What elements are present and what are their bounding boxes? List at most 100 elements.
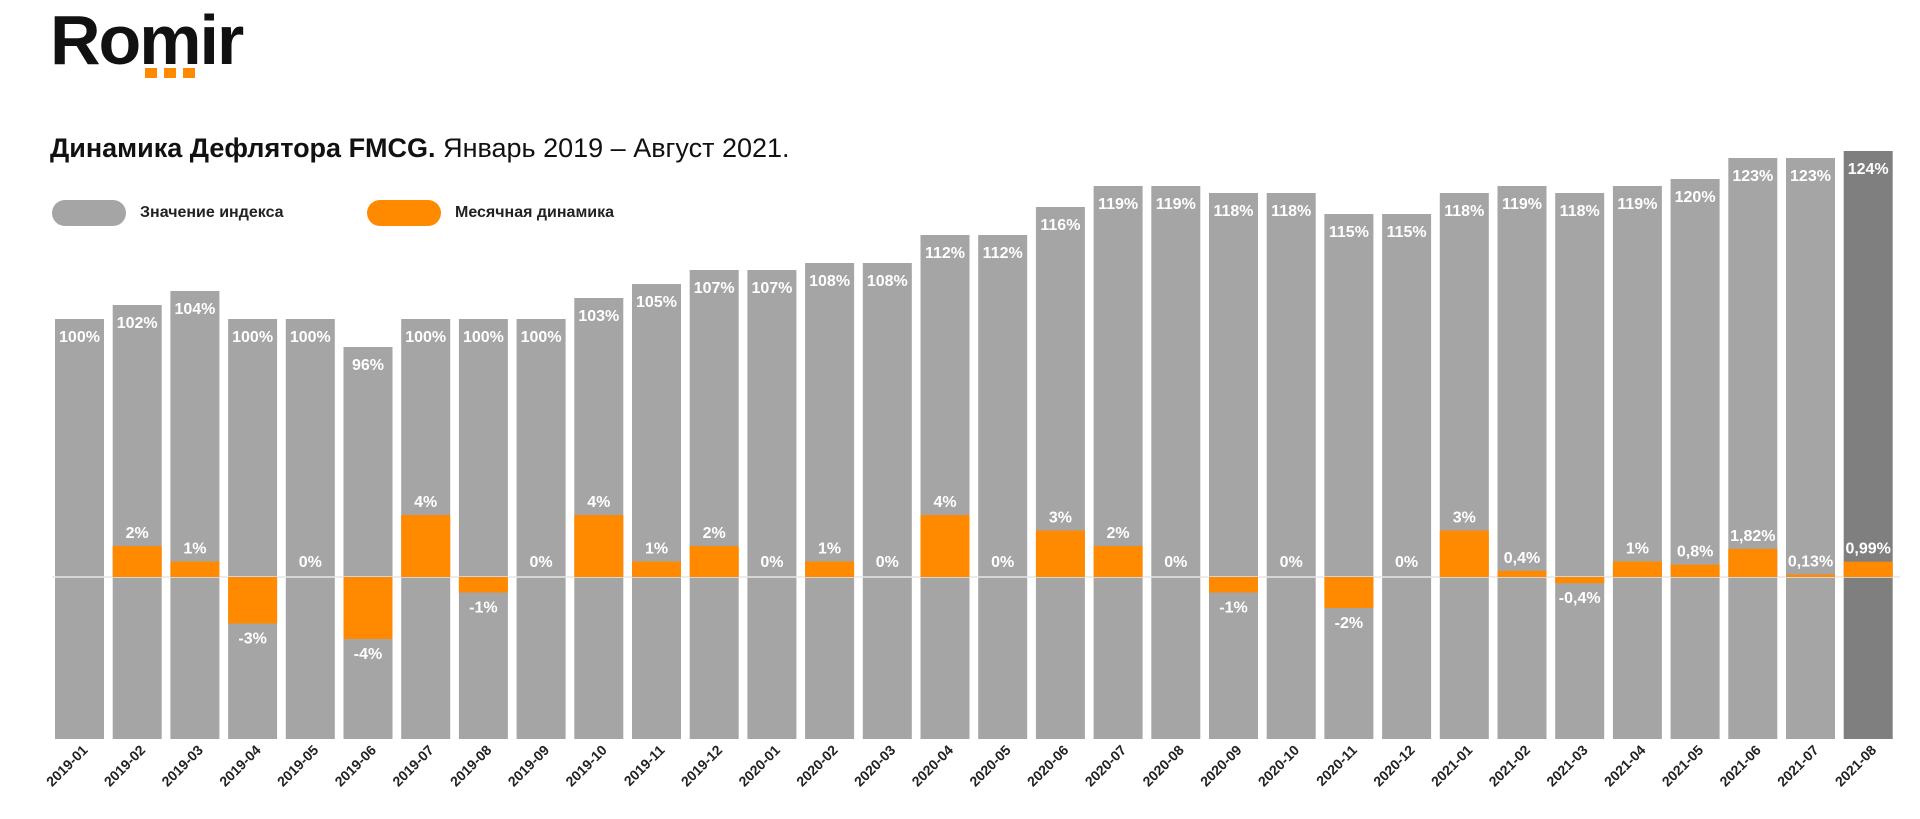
index-value-label: 100% bbox=[521, 329, 562, 346]
index-value-label: 118% bbox=[1213, 203, 1253, 220]
logo-dot bbox=[183, 68, 195, 78]
index-value-label: 115% bbox=[1329, 224, 1369, 241]
index-value-label: 105% bbox=[636, 294, 677, 311]
index-value-label: 96% bbox=[352, 357, 384, 374]
x-tick-label: 2019-02 bbox=[101, 742, 149, 790]
index-value-label: 118% bbox=[1271, 203, 1311, 220]
index-bar bbox=[228, 319, 278, 739]
index-bar bbox=[458, 319, 508, 739]
index-bar bbox=[1786, 158, 1835, 739]
change-bar bbox=[343, 577, 393, 639]
index-bar bbox=[516, 319, 566, 739]
change-value-label: -1% bbox=[469, 600, 497, 617]
change-value-label: 1% bbox=[1626, 541, 1649, 558]
change-bar bbox=[1324, 577, 1374, 608]
x-tick-label: 2019-04 bbox=[216, 742, 264, 790]
index-value-label: 112% bbox=[983, 245, 1023, 262]
index-bars bbox=[55, 151, 1893, 739]
index-bar bbox=[1843, 151, 1893, 739]
change-bar bbox=[920, 515, 970, 577]
change-value-label: 1% bbox=[183, 541, 206, 558]
x-tick-label: 2020-04 bbox=[908, 742, 956, 790]
index-value-label: 124% bbox=[1848, 161, 1889, 178]
index-value-label: 104% bbox=[174, 301, 215, 318]
index-bar bbox=[55, 319, 104, 739]
change-value-label: -2% bbox=[1335, 615, 1363, 632]
index-bar bbox=[920, 235, 970, 739]
change-bar bbox=[170, 561, 220, 577]
change-value-label: 3% bbox=[1453, 510, 1476, 527]
change-value-label: -0,4% bbox=[1559, 590, 1601, 607]
index-bar bbox=[747, 270, 797, 739]
index-bar bbox=[1093, 186, 1143, 739]
change-value-label: 0% bbox=[1395, 554, 1418, 571]
change-value-label: 3% bbox=[1049, 510, 1072, 527]
index-bar bbox=[1209, 193, 1258, 739]
x-tick-label: 2019-05 bbox=[274, 742, 322, 790]
index-value-label: 115% bbox=[1387, 224, 1427, 241]
index-value-label: 123% bbox=[1790, 168, 1831, 185]
legend-index-swatch bbox=[52, 200, 126, 226]
index-bar bbox=[1266, 193, 1316, 739]
change-value-label: 0,8% bbox=[1677, 544, 1713, 561]
index-bar bbox=[1612, 186, 1662, 739]
index-bar bbox=[1324, 214, 1374, 739]
index-value-label: 103% bbox=[578, 308, 619, 325]
legend-index-label: Значение индекса bbox=[140, 204, 284, 221]
x-tick-label: 2019-03 bbox=[158, 742, 206, 790]
x-axis-labels: 2019-01 2019-02 2019-03 2019-04 2019-05 2019-… bbox=[43, 742, 1879, 790]
change-bar bbox=[112, 546, 162, 577]
change-value-label: 2% bbox=[703, 525, 726, 542]
index-bar bbox=[689, 270, 739, 739]
x-tick-label: 2020-10 bbox=[1255, 742, 1303, 790]
index-value-label: 100% bbox=[463, 329, 504, 346]
value-labels: 100% 102% 2% 104% 1% 100% -3% 100% 0% 96% -4% 100% 4… bbox=[59, 161, 1891, 663]
x-tick-label: 2020-07 bbox=[1082, 742, 1130, 790]
x-tick-label: 2020-01 bbox=[735, 742, 783, 790]
x-tick-label: 2020-06 bbox=[1024, 742, 1072, 790]
change-value-label: 0,4% bbox=[1504, 550, 1540, 567]
legend-change: Месячная динамика bbox=[367, 200, 614, 226]
index-bar bbox=[112, 305, 162, 739]
x-tick-label: 2020-03 bbox=[851, 742, 899, 790]
x-tick-label: 2020-02 bbox=[793, 742, 841, 790]
index-bar bbox=[1035, 207, 1085, 739]
change-bar bbox=[1093, 546, 1143, 577]
x-tick-label: 2021-07 bbox=[1774, 742, 1822, 790]
index-bar bbox=[285, 319, 335, 739]
change-value-label: 2% bbox=[1107, 525, 1130, 542]
index-value-label: 123% bbox=[1732, 168, 1773, 185]
change-bar bbox=[1555, 577, 1605, 584]
romir-logo: Romir bbox=[50, 0, 244, 80]
x-tick-label: 2019-11 bbox=[621, 742, 668, 789]
change-bar bbox=[1843, 561, 1893, 577]
x-tick-label: 2019-06 bbox=[331, 742, 379, 790]
index-bar bbox=[862, 263, 912, 739]
index-value-label: 119% bbox=[1098, 196, 1138, 213]
change-value-label: 0,13% bbox=[1788, 554, 1833, 571]
change-value-label: 0% bbox=[760, 554, 783, 571]
change-value-label: 0% bbox=[530, 554, 553, 571]
index-bar bbox=[1670, 179, 1720, 739]
x-tick-label: 2019-12 bbox=[678, 742, 726, 790]
index-value-label: 119% bbox=[1617, 196, 1657, 213]
x-tick-label: 2021-08 bbox=[1832, 742, 1880, 790]
x-tick-label: 2019-08 bbox=[447, 742, 495, 790]
index-value-label: 107% bbox=[751, 280, 792, 297]
chart-title: Динамика Дефлятора FMCG. Январь 2019 – А… bbox=[50, 133, 790, 164]
change-value-label: -1% bbox=[1219, 600, 1247, 617]
index-value-label: 107% bbox=[694, 280, 735, 297]
x-tick-label: 2021-03 bbox=[1543, 742, 1591, 790]
change-value-label: -4% bbox=[354, 646, 382, 663]
legend-index: Значение индекса bbox=[52, 200, 284, 226]
change-value-label: 0% bbox=[299, 554, 322, 571]
change-bar bbox=[1612, 561, 1662, 577]
x-tick-label: 2019-07 bbox=[389, 742, 437, 790]
x-tick-label: 2020-05 bbox=[966, 742, 1014, 790]
index-value-label: 112% bbox=[925, 245, 965, 262]
change-value-label: 1,82% bbox=[1730, 528, 1775, 545]
change-bar bbox=[1497, 570, 1547, 577]
legend-change-label: Месячная динамика bbox=[455, 204, 615, 221]
change-value-label: 4% bbox=[587, 494, 610, 511]
